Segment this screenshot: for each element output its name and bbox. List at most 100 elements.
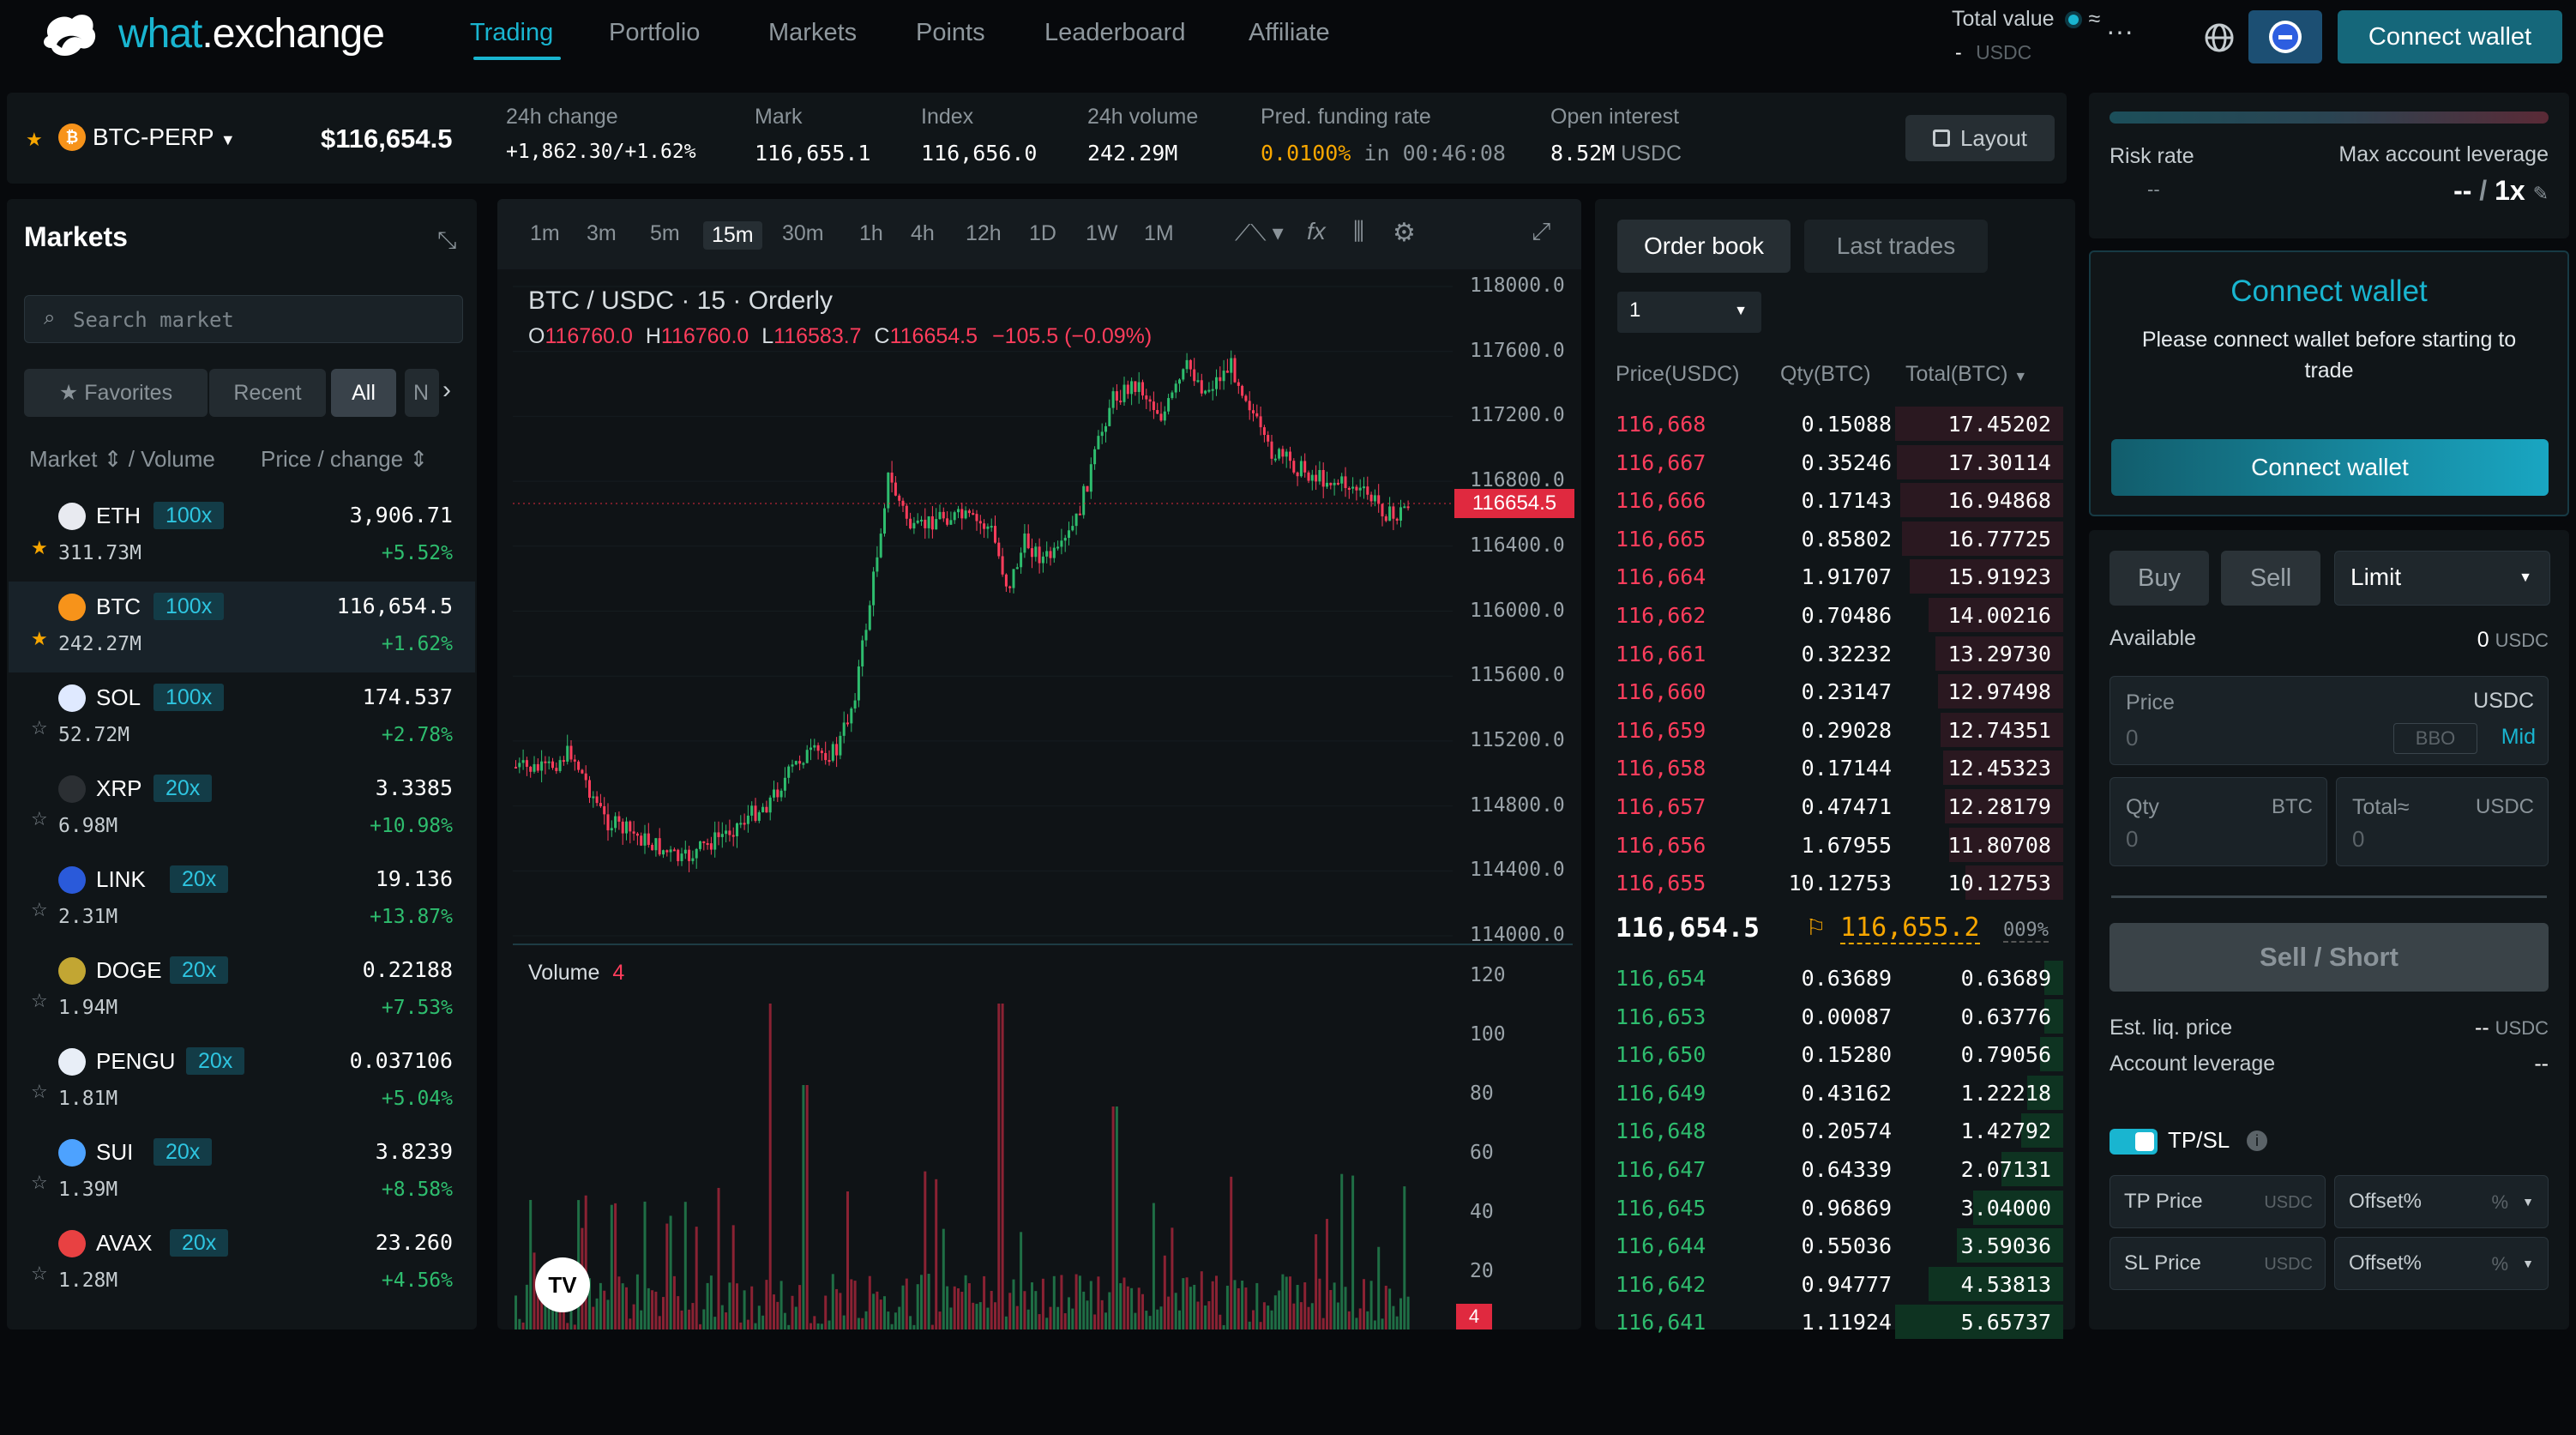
tradingview-logo-icon[interactable]: TV <box>535 1257 590 1312</box>
ob-col-total[interactable]: Total(BTC) ▼ <box>1905 362 2027 387</box>
chevron-down-icon[interactable]: ▼ <box>2522 1257 2534 1270</box>
favorite-star-icon[interactable]: ☆ <box>31 1081 48 1102</box>
layout-button[interactable]: Layout <box>1905 115 2055 161</box>
candle-type-icon[interactable]: ⫼ <box>1353 218 1364 244</box>
market-row[interactable]: ☆ DOGE 20x 1.94M 0.22188 +7.53% <box>9 945 475 1036</box>
col-price-header[interactable]: Price / change ⇕ <box>261 446 429 472</box>
volume-chart[interactable] <box>513 947 1453 1329</box>
favorite-star-icon[interactable]: ☆ <box>31 990 48 1011</box>
favorite-star-icon[interactable]: ☆ <box>31 717 48 739</box>
ask-row[interactable]: 116,655 10.12753 10.12753 <box>1604 864 2063 901</box>
price-field[interactable]: Price USDC 0 BBO Mid <box>2110 676 2549 765</box>
filter-favorites[interactable]: ★ Favorites <box>24 369 208 417</box>
function-icon[interactable]: fx <box>1307 218 1326 244</box>
ask-row[interactable]: 116,666 0.17143 16.94868 <box>1604 481 2063 519</box>
connect-wallet-top-button[interactable]: Connect wallet <box>2338 10 2562 63</box>
market-row[interactable]: ★ BTC 100x 242.27M 116,654.5 +1.62% <box>9 582 475 672</box>
network-button[interactable] <box>2248 10 2322 63</box>
bid-row[interactable]: 116,645 0.96869 3.04000 <box>1604 1189 2063 1227</box>
sl-price-field[interactable]: SL Price USDC <box>2110 1237 2326 1290</box>
bid-row[interactable]: 116,653 0.00087 0.63776 <box>1604 998 2063 1035</box>
filter-all[interactable]: All <box>331 369 396 417</box>
bbo-button[interactable]: BBO <box>2393 723 2477 754</box>
ask-row[interactable]: 116,665 0.85802 16.77725 <box>1604 520 2063 558</box>
nav-leaderboard[interactable]: Leaderboard <box>1044 19 1186 46</box>
favorite-star-icon[interactable]: ☆ <box>31 899 48 920</box>
tpsl-toggle[interactable] <box>2110 1129 2158 1155</box>
globe-icon[interactable] <box>2204 22 2235 53</box>
bid-row[interactable]: 116,650 0.15280 0.79056 <box>1604 1035 2063 1073</box>
market-row[interactable]: ☆ PENGU 20x 1.81M 0.037106 +5.04% <box>9 1036 475 1127</box>
nav-points[interactable]: Points <box>916 19 985 46</box>
timeframe-12h[interactable]: 12h <box>966 221 1002 245</box>
bid-row[interactable]: 116,654 0.63689 0.63689 <box>1604 959 2063 997</box>
chevron-down-icon[interactable]: ▼ <box>2522 1195 2534 1209</box>
tab-last-trades[interactable]: Last trades <box>1804 220 1988 273</box>
qty-slider[interactable] <box>2111 895 2547 898</box>
qty-field[interactable]: Qty BTC 0 <box>2110 777 2327 866</box>
total-field[interactable]: Total≈ USDC 0 <box>2336 777 2549 866</box>
depth-select[interactable]: 1 ▼ <box>1617 292 1761 333</box>
ask-row[interactable]: 116,658 0.17144 12.45323 <box>1604 749 2063 787</box>
market-row[interactable]: ☆ LINK 20x 2.31M 19.136 +13.87% <box>9 854 475 945</box>
indicator-icon[interactable]: ⟋⟍ ▾ <box>1235 220 1284 245</box>
market-row[interactable]: ☆ SOL 100x 52.72M 174.537 +2.78% <box>9 672 475 763</box>
timeframe-4h[interactable]: 4h <box>911 221 935 245</box>
settings-icon[interactable]: ⚙ <box>1393 219 1416 247</box>
edit-icon[interactable]: ✎ <box>2532 183 2549 204</box>
bid-row[interactable]: 116,641 1.11924 5.65737 <box>1604 1303 2063 1341</box>
timeframe-5m[interactable]: 5m <box>650 221 680 245</box>
info-icon[interactable]: i <box>2247 1131 2267 1151</box>
bid-row[interactable]: 116,649 0.43162 1.22218 <box>1604 1074 2063 1112</box>
col-market-header[interactable]: Market ⇕ / Volume <box>29 446 215 472</box>
filter-more[interactable]: N <box>405 369 439 417</box>
ask-row[interactable]: 116,660 0.23147 12.97498 <box>1604 672 2063 710</box>
market-row[interactable]: ☆ SUI 20x 1.39M 3.8239 +8.58% <box>9 1127 475 1218</box>
buy-tab[interactable]: Buy <box>2110 551 2209 606</box>
favorite-star-icon[interactable]: ★ <box>26 129 43 150</box>
connect-wallet-button[interactable]: Connect wallet <box>2111 439 2549 496</box>
timeframe-1h[interactable]: 1h <box>859 221 883 245</box>
favorite-star-icon[interactable]: ★ <box>31 537 48 558</box>
nav-markets[interactable]: Markets <box>768 19 858 46</box>
brand-name[interactable]: what.exchange <box>118 10 385 57</box>
ask-row[interactable]: 116,657 0.47471 12.28179 <box>1604 787 2063 825</box>
chevron-right-icon[interactable]: › <box>442 376 451 404</box>
favorite-star-icon[interactable]: ★ <box>31 628 48 649</box>
timeframe-3m[interactable]: 3m <box>587 221 617 245</box>
market-row[interactable]: ☆ AVAX 20x 1.28M 23.260 +4.56% <box>9 1218 475 1309</box>
timeframe-1m[interactable]: 1m <box>530 221 560 245</box>
filter-recent[interactable]: Recent <box>209 369 326 417</box>
eye-icon[interactable] <box>2065 11 2083 29</box>
more-icon[interactable]: ··· <box>2106 15 2134 46</box>
order-type-select[interactable]: Limit ▼ <box>2334 551 2550 606</box>
timeframe-1W[interactable]: 1W <box>1086 221 1118 245</box>
timeframe-30m[interactable]: 30m <box>782 221 824 245</box>
ask-row[interactable]: 116,661 0.32232 13.29730 <box>1604 635 2063 672</box>
bid-row[interactable]: 116,644 0.55036 3.59036 <box>1604 1227 2063 1264</box>
ask-row[interactable]: 116,668 0.15088 17.45202 <box>1604 405 2063 443</box>
sell-tab[interactable]: Sell <box>2221 551 2320 606</box>
ask-row[interactable]: 116,667 0.35246 17.30114 <box>1604 443 2063 481</box>
collapse-icon[interactable]: ⤡ <box>437 226 457 253</box>
ask-row[interactable]: 116,664 1.91707 15.91923 <box>1604 558 2063 595</box>
favorite-star-icon[interactable]: ☆ <box>31 1263 48 1284</box>
mid-button[interactable]: Mid <box>2501 725 2536 749</box>
market-row[interactable]: ★ ETH 100x 311.73M 3,906.71 +5.52% <box>9 491 475 582</box>
ask-row[interactable]: 116,656 1.67955 11.80708 <box>1604 826 2063 864</box>
bid-row[interactable]: 116,647 0.64339 2.07131 <box>1604 1150 2063 1188</box>
market-row[interactable]: ☆ XRP 20x 6.98M 3.3385 +10.98% <box>9 763 475 854</box>
tp-offset-field[interactable]: Offset% % ▼ <box>2334 1175 2549 1228</box>
nav-affiliate[interactable]: Affiliate <box>1249 19 1330 46</box>
pane-divider[interactable] <box>513 944 1573 945</box>
bid-row[interactable]: 116,648 0.20574 1.42792 <box>1604 1112 2063 1149</box>
ask-row[interactable]: 116,662 0.70486 14.00216 <box>1604 596 2063 634</box>
favorite-star-icon[interactable]: ☆ <box>31 1172 48 1193</box>
fullscreen-icon[interactable]: ⤢ <box>1532 218 1551 244</box>
timeframe-1M[interactable]: 1M <box>1144 221 1174 245</box>
symbol-selector[interactable]: BTC-PERP ▼ <box>93 124 236 151</box>
tp-price-field[interactable]: TP Price USDC <box>2110 1175 2326 1228</box>
timeframe-15m[interactable]: 15m <box>703 221 762 250</box>
bid-row[interactable]: 116,642 0.94777 4.53813 <box>1604 1265 2063 1303</box>
tab-order-book[interactable]: Order book <box>1617 220 1791 273</box>
